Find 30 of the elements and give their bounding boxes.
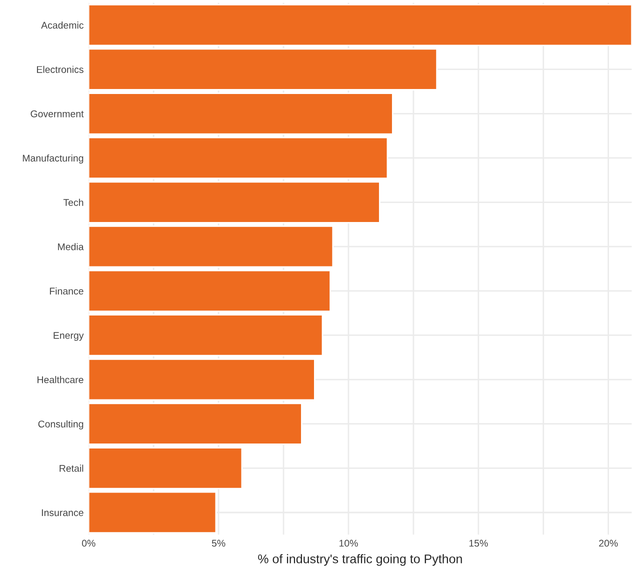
y-tick-label: Insurance	[42, 509, 84, 516]
x-tick-label: 20%	[599, 540, 618, 547]
bar	[88, 136, 388, 180]
x-tick-label: 15%	[469, 540, 488, 547]
y-tick-label: Consulting	[38, 420, 84, 430]
bar	[88, 181, 380, 224]
bar	[88, 4, 632, 46]
x-tick-label: 5%	[212, 540, 226, 547]
bar	[88, 314, 324, 356]
bar	[88, 447, 243, 490]
y-tick-label: Retail	[60, 464, 84, 472]
y-tick-label: Energy	[54, 332, 84, 341]
y-tick-label: Tech	[63, 198, 84, 206]
x-tick-label: 0%	[82, 540, 96, 547]
x-tick-label: 10%	[339, 540, 358, 547]
x-axis-title: % of industry's traffic going to Python	[258, 554, 462, 566]
y-tick-label: Electronics	[37, 66, 84, 73]
y-tick-label: Manufacturing	[22, 154, 84, 164]
y-tick-label: Media	[58, 243, 84, 250]
y-tick-label: Academic	[41, 22, 84, 29]
bar	[88, 270, 331, 312]
bar	[88, 491, 217, 534]
y-tick-label: Healthcare	[38, 376, 84, 384]
bar	[88, 92, 394, 135]
bar	[88, 226, 334, 268]
bar	[88, 48, 438, 90]
bar	[88, 358, 316, 401]
bar	[88, 402, 302, 445]
y-tick-label: Government	[30, 110, 84, 118]
y-tick-label: Finance	[50, 287, 84, 295]
